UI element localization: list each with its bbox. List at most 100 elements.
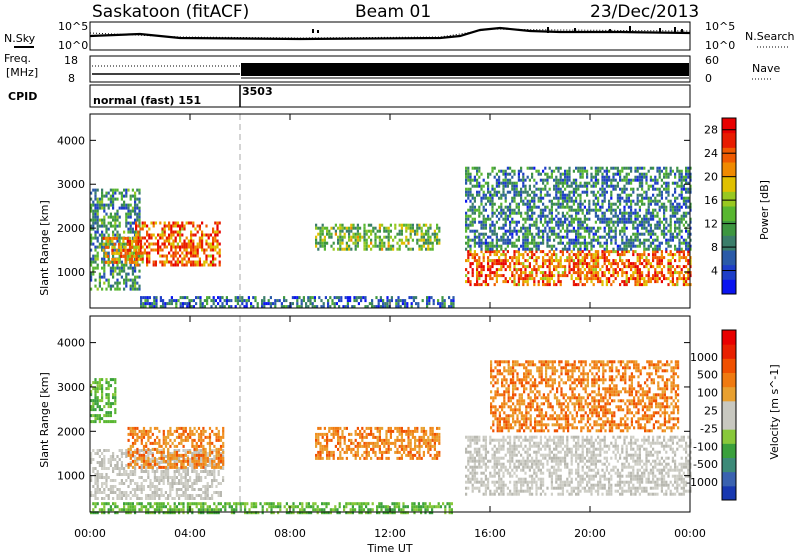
echo-cell (199, 296, 202, 300)
echo-cell (90, 242, 93, 246)
echo-cell (660, 178, 663, 182)
echo-cell (553, 202, 556, 206)
echo-cell (504, 247, 507, 251)
echo-cell (116, 488, 119, 491)
echo-cell (171, 452, 174, 455)
colorbar-frame (721, 117, 737, 295)
echo-cell (162, 450, 165, 454)
echo-cell (654, 214, 657, 218)
echo-cell (608, 202, 611, 206)
echo-cell (641, 241, 644, 245)
echo-cell (94, 245, 97, 249)
echo-cell (577, 220, 580, 224)
echo-cell (625, 226, 628, 230)
echo-cell (197, 449, 200, 452)
echo-cell (658, 166, 661, 170)
echo-cell (250, 305, 253, 309)
echo-cell (544, 187, 547, 191)
echo-cell (476, 229, 479, 233)
echo-cell (146, 224, 149, 228)
echo-cell (122, 254, 125, 258)
echo-cell (317, 232, 320, 236)
echo-cell (94, 206, 97, 210)
echo-cell (568, 214, 571, 218)
echo-cell (520, 166, 523, 170)
echo-cell (101, 194, 104, 198)
echo-cell (158, 449, 161, 452)
echo-cell (572, 253, 575, 257)
echo-cell (649, 280, 652, 284)
echo-cell (169, 426, 172, 430)
echo-cell (610, 205, 613, 209)
echo-cell (656, 193, 659, 197)
echo-cell (546, 235, 549, 239)
echo-cell (674, 181, 677, 185)
echo-cell (112, 272, 115, 276)
echo-cell (356, 241, 359, 245)
echo-cell (603, 271, 606, 275)
echo-cell (581, 208, 584, 212)
echo-cell (656, 181, 659, 185)
echo-cell (643, 226, 646, 230)
echo-cell (141, 257, 144, 261)
echo-cell (92, 257, 95, 261)
echo-cell (660, 256, 663, 260)
echo-cell (592, 232, 595, 236)
echo-cell (436, 241, 439, 245)
echo-cell (495, 250, 498, 254)
echo-cell (469, 250, 472, 254)
echo-cell (612, 214, 615, 218)
echo-cell (682, 211, 685, 215)
echo-cell (550, 208, 553, 212)
echo-cell (660, 274, 663, 278)
echo-cell (193, 479, 196, 482)
echo-cell (263, 299, 266, 303)
echo-cell (621, 166, 624, 170)
echo-cell (641, 271, 644, 275)
echo-cell (471, 223, 474, 227)
echo-cell (627, 238, 630, 242)
echo-cell (378, 223, 381, 227)
echo-cell (181, 263, 184, 267)
echo-cell (319, 244, 322, 248)
echo-cell (597, 196, 600, 200)
echo-cell (150, 221, 153, 225)
echo-cell (184, 452, 187, 455)
echo-cell (487, 283, 490, 287)
echo-cell (396, 247, 399, 251)
echo-cell (186, 449, 189, 452)
echo-cell (103, 405, 106, 409)
echo-cell (205, 248, 208, 252)
echo-cell (623, 232, 626, 236)
echo-cell (155, 296, 158, 300)
echo-cell (544, 274, 547, 278)
echo-cell (103, 203, 106, 207)
echo-cell (125, 479, 128, 482)
echo-cell (685, 187, 688, 191)
echo-cell (167, 432, 170, 436)
echo-cell (109, 420, 112, 424)
echo-cell (427, 241, 430, 245)
echo-cell (120, 455, 123, 458)
echo-cell (348, 229, 351, 233)
echo-cell (559, 181, 562, 185)
echo-cell (616, 169, 619, 173)
echo-cell (586, 274, 589, 278)
echo-cell (630, 235, 633, 239)
echo-cell (400, 226, 403, 230)
echo-cell (324, 296, 327, 300)
echo-cell (169, 476, 172, 479)
echo-cell (663, 181, 666, 185)
echo-cell (471, 274, 474, 278)
echo-cell (502, 211, 505, 215)
echo-cell (526, 217, 529, 221)
echo-cell (502, 253, 505, 257)
echo-cell (495, 280, 498, 284)
echo-cell (555, 175, 558, 179)
echo-cell (309, 302, 312, 306)
echo-cell (415, 296, 418, 300)
echo-cell (590, 277, 593, 281)
echo-cell (138, 465, 141, 469)
echo-cell (583, 253, 586, 257)
